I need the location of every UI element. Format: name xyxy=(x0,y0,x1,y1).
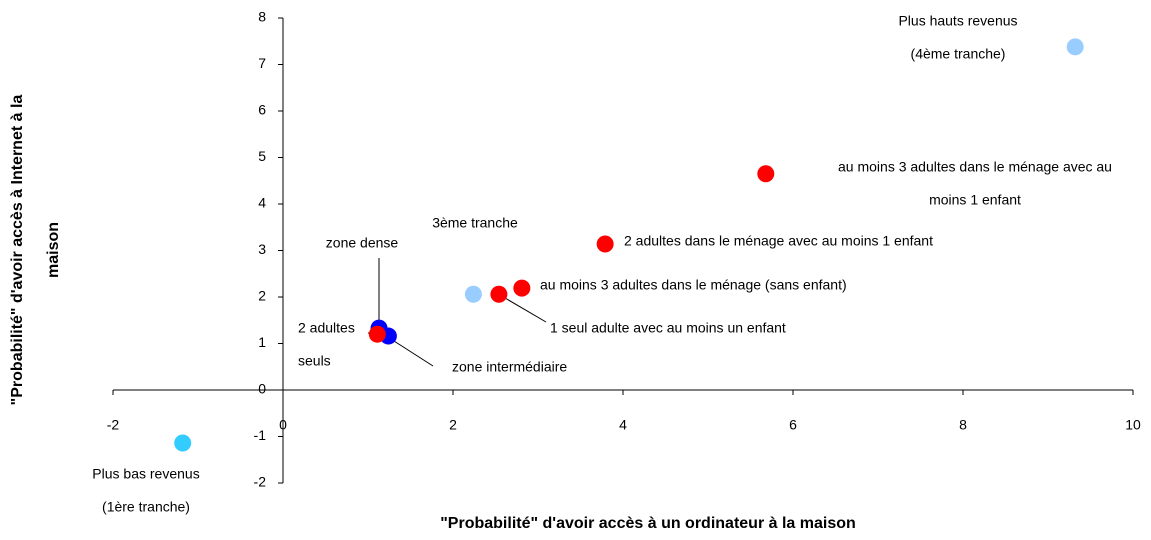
x-tick-label: 0 xyxy=(279,417,287,433)
point-label: moins 1 enfant xyxy=(929,192,1021,208)
point xyxy=(596,235,614,253)
point-label: 2 adultes xyxy=(298,320,355,336)
point-label: Plus hauts revenus xyxy=(898,13,1017,29)
point-label: Plus bas revenus xyxy=(92,466,199,482)
x-tick-label: 10 xyxy=(1125,417,1141,433)
point-label: seuls xyxy=(298,353,331,369)
point-label: 3ème tranche xyxy=(432,215,518,231)
y-tick-label: 3 xyxy=(258,241,266,257)
point xyxy=(1066,38,1084,56)
y-axis-title: "Probabilité" d'avoir accès à Internet à… xyxy=(9,95,62,406)
y-axis-title-line: maison xyxy=(45,222,62,278)
point-label: au moins 3 adultes dans le ménage avec a… xyxy=(838,159,1112,175)
y-tick-label: 0 xyxy=(258,381,266,397)
point-label: au moins 3 adultes dans le ménage (sans … xyxy=(540,277,847,293)
point xyxy=(513,279,531,297)
y-tick-label: 2 xyxy=(258,288,266,304)
point-label: (1ère tranche) xyxy=(102,499,190,515)
y-tick-label: 6 xyxy=(258,102,266,118)
y-tick-label: 7 xyxy=(258,55,266,71)
leader-line xyxy=(504,297,547,323)
x-tick-label: 2 xyxy=(449,417,457,433)
point xyxy=(368,325,386,343)
y-tick-label: 8 xyxy=(258,9,266,25)
y-axis-title-line: "Probabilité" d'avoir accès à Internet à… xyxy=(9,95,26,406)
point-label: zone intermédiaire xyxy=(452,359,567,375)
y-tick-label: 1 xyxy=(258,334,266,350)
y-tick-label: 5 xyxy=(258,148,266,164)
point xyxy=(757,165,775,183)
x-tick-label: 4 xyxy=(619,417,627,433)
point xyxy=(464,285,482,303)
y-tick-label: -2 xyxy=(254,474,267,490)
point-label: (4ème tranche) xyxy=(911,46,1006,62)
y-tick-label: -1 xyxy=(254,427,267,443)
point-label: 2 adultes dans le ménage avec au moins 1… xyxy=(624,233,933,249)
point xyxy=(174,434,192,452)
y-tick-label: 4 xyxy=(258,195,266,211)
x-tick-label: -2 xyxy=(107,417,120,433)
leader-line xyxy=(393,340,434,367)
point xyxy=(490,285,508,303)
x-tick-label: 8 xyxy=(959,417,967,433)
point-label: 1 seul adulte avec au moins un enfant xyxy=(550,320,786,336)
point-label: zone dense xyxy=(326,235,399,251)
x-tick-label: 6 xyxy=(789,417,797,433)
x-axis-title: "Probabilité" d'avoir accès à un ordinat… xyxy=(440,515,856,532)
